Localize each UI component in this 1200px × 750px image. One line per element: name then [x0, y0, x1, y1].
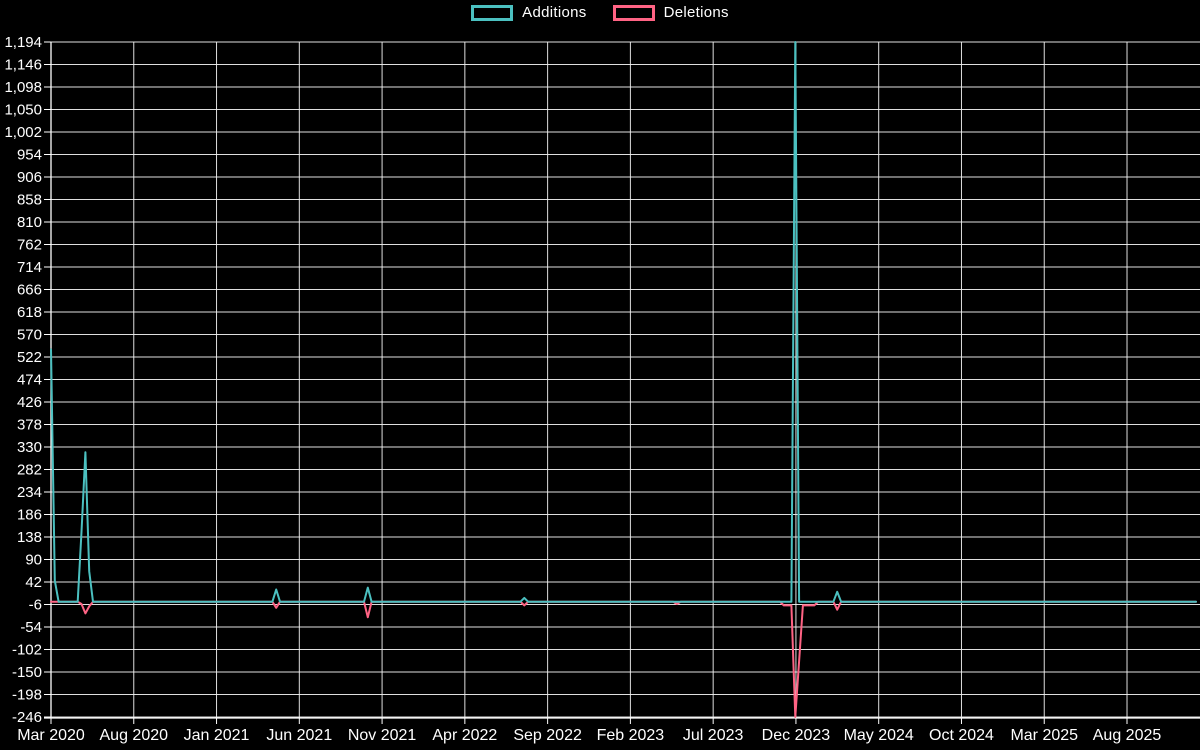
y-axis-tick-label: 138: [17, 529, 42, 546]
y-axis-tick-label: 906: [17, 169, 42, 186]
x-axis-tick-label: Feb 2023: [597, 727, 665, 744]
additions-line: [50, 41, 1197, 603]
y-axis-tick-label: 522: [17, 349, 42, 366]
y-axis-tick-label: 1,098: [4, 79, 42, 96]
legend-item-additions[interactable]: Additions: [471, 4, 586, 21]
y-axis-tick-label: 1,050: [4, 102, 42, 119]
y-axis-tick-label: 810: [17, 214, 42, 231]
legend-item-deletions[interactable]: Deletions: [612, 4, 729, 21]
y-axis-tick-label: -102: [12, 642, 42, 659]
x-axis-tick-label: Oct 2024: [929, 727, 994, 744]
y-axis-tick-label: 330: [17, 439, 42, 456]
y-axis-tick-label: 90: [25, 552, 42, 569]
y-axis-tick-label: -54: [20, 619, 42, 636]
legend-label-additions: Additions: [522, 4, 587, 21]
x-axis-tick-label: Jan 2021: [184, 727, 250, 744]
y-axis-tick-label: 1,002: [4, 124, 42, 141]
y-axis-tick-label: 714: [17, 259, 42, 276]
y-axis-tick-label: 954: [17, 147, 42, 164]
y-axis-tick-label: 762: [17, 237, 42, 254]
x-axis-tick-label: May 2024: [844, 727, 914, 744]
y-axis-tick-label: 234: [17, 484, 42, 501]
y-axis-tick-label: 474: [17, 372, 42, 389]
y-axis-tick-label: 618: [17, 304, 42, 321]
x-axis-tick-label: Jul 2023: [683, 727, 744, 744]
x-axis-tick-label: Jun 2021: [266, 727, 332, 744]
chart-legend: Additions Deletions: [0, 4, 1200, 21]
y-axis-tick-label: 282: [17, 462, 42, 479]
legend-label-deletions: Deletions: [663, 4, 729, 21]
y-axis-tick-label: 1,146: [4, 57, 42, 74]
deletions-swatch-icon: [612, 4, 655, 21]
deletions-line: [50, 600, 1197, 718]
y-axis-tick-label: 42: [25, 574, 42, 591]
y-axis-tick-label: 186: [17, 507, 42, 524]
y-axis-tick-label: 666: [17, 282, 42, 299]
x-axis-tick-label: Nov 2021: [348, 727, 417, 744]
y-axis-tick-label: -6: [29, 597, 42, 614]
y-axis-tick-label: 426: [17, 394, 42, 411]
y-axis-tick-label: -198: [12, 687, 42, 704]
y-axis-tick-label: -150: [12, 664, 42, 681]
y-axis-tick-label: 570: [17, 327, 42, 344]
y-axis-tick-label: 858: [17, 192, 42, 209]
y-axis-tick-label: 378: [17, 417, 42, 434]
y-axis-tick-label: -246: [12, 709, 42, 726]
x-axis-tick-label: Mar 2020: [17, 727, 85, 744]
y-axis-tick-label: 1,194: [4, 34, 42, 51]
x-axis-tick-label: Mar 2025: [1010, 727, 1078, 744]
additions-swatch-icon: [471, 4, 514, 21]
x-axis-tick-label: Apr 2022: [432, 727, 497, 744]
x-axis-tick-label: Sep 2022: [513, 727, 582, 744]
x-axis-tick-label: Aug 2025: [1093, 727, 1162, 744]
x-axis-tick-label: Aug 2020: [100, 727, 169, 744]
x-axis-tick-label: Dec 2023: [762, 727, 831, 744]
